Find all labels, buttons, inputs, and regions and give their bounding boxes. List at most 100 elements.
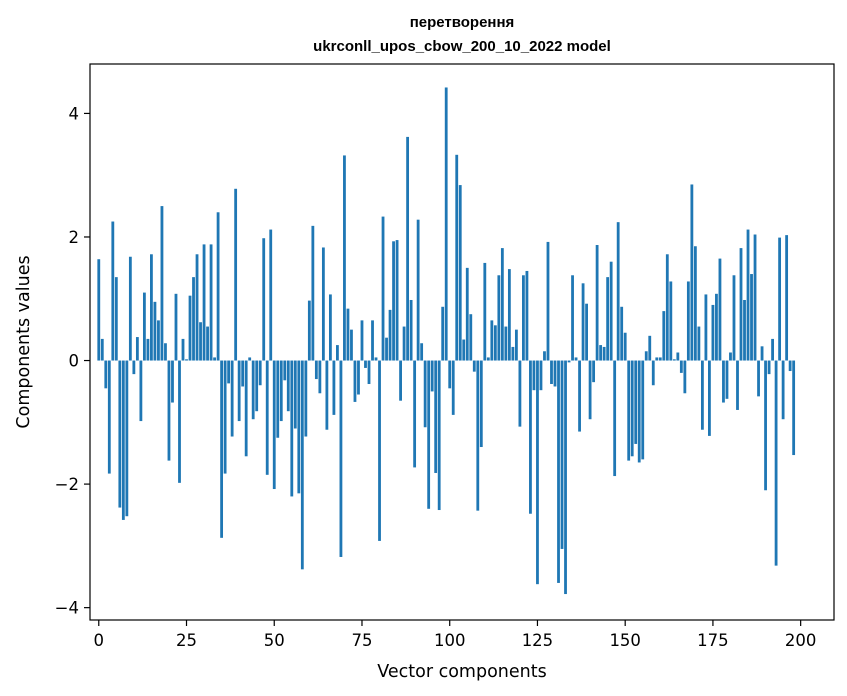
bar-component-171 — [697, 326, 701, 361]
x-tick-label-200: 200 — [785, 631, 817, 650]
bar-component-99 — [444, 87, 448, 361]
bar-component-6 — [118, 360, 122, 508]
bar-component-60 — [307, 300, 311, 361]
bar-component-92 — [420, 343, 424, 361]
bar-component-57 — [297, 360, 301, 494]
bar-component-23 — [178, 360, 181, 483]
bar-component-119 — [514, 329, 518, 361]
bar-component-125 — [536, 360, 539, 585]
bar-component-54 — [286, 360, 290, 412]
bar-component-114 — [497, 275, 501, 361]
bar-component-78 — [371, 320, 374, 361]
bar-component-145 — [606, 277, 610, 361]
bar-component-13 — [142, 292, 146, 361]
bar-component-61 — [311, 225, 315, 361]
bar-component-25 — [185, 359, 188, 361]
bar-component-81 — [381, 216, 385, 361]
bar-component-167 — [683, 360, 687, 394]
bar-component-12 — [139, 360, 143, 422]
y-tick-label-4: 4 — [69, 104, 80, 123]
bar-component-79 — [374, 357, 378, 361]
bar-component-74 — [357, 360, 360, 395]
bar-component-192 — [771, 338, 774, 361]
bar-component-122 — [525, 270, 529, 361]
bar-component-35 — [220, 360, 224, 538]
bar-component-166 — [679, 360, 683, 373]
bar-component-97 — [437, 360, 441, 511]
bar-component-147 — [613, 360, 617, 477]
bar-component-73 — [353, 360, 357, 402]
bar-component-43 — [248, 357, 252, 361]
bar-component-106 — [469, 314, 473, 361]
bar-component-68 — [336, 345, 339, 361]
bar-component-158 — [651, 360, 655, 386]
bar-component-86 — [399, 360, 402, 401]
bar-component-197 — [788, 360, 792, 372]
bar-component-5 — [114, 277, 118, 361]
y-axis-ticks: −4 −2 0 2 4 — [55, 104, 90, 618]
bar-component-188 — [757, 360, 760, 397]
bar-component-108 — [476, 360, 480, 511]
bar-component-27 — [192, 277, 195, 361]
bar-component-87 — [402, 326, 406, 361]
bar-component-20 — [167, 360, 171, 461]
bar-component-56 — [293, 360, 297, 429]
bar-component-133 — [564, 360, 567, 595]
bar-component-150 — [623, 332, 627, 361]
bar-component-75 — [360, 320, 364, 361]
bar-component-118 — [511, 346, 515, 361]
bar-component-36 — [223, 360, 227, 474]
bar-component-193 — [774, 360, 778, 566]
bar-component-159 — [655, 357, 659, 361]
bar-component-131 — [557, 360, 560, 583]
bar-component-9 — [128, 256, 132, 361]
plot-frame — [89, 63, 835, 621]
bar-component-198 — [792, 360, 796, 456]
bar-component-115 — [500, 248, 504, 361]
bar-component-30 — [202, 244, 206, 361]
bar-component-127 — [543, 351, 546, 361]
bar-component-135 — [571, 275, 574, 361]
bar-component-102 — [455, 154, 459, 361]
y-tick-label-0: 0 — [69, 352, 80, 371]
y-tick-label--2: −2 — [55, 475, 79, 494]
bar-component-123 — [529, 360, 532, 514]
bar-component-130 — [553, 360, 557, 387]
bar-component-34 — [216, 212, 220, 361]
y-tick-label--4: −4 — [55, 599, 79, 618]
bar-component-24 — [181, 338, 185, 361]
bar-component-111 — [486, 357, 490, 361]
bar-component-85 — [395, 240, 399, 361]
bar-component-55 — [290, 360, 294, 497]
bar-component-184 — [743, 299, 746, 361]
x-tick-label-125: 125 — [522, 631, 554, 650]
bar-component-175 — [711, 304, 715, 361]
bar-component-66 — [328, 294, 332, 361]
bar-component-187 — [753, 234, 757, 361]
bar-component-19 — [164, 343, 167, 361]
bar-component-32 — [209, 244, 213, 361]
x-axis-ticks: 0 25 50 75 100 125 150 175 200 — [94, 620, 817, 650]
bar-component-196 — [785, 235, 789, 361]
bar-component-156 — [644, 351, 648, 361]
bar-component-143 — [599, 345, 603, 361]
bar-component-93 — [423, 360, 427, 428]
bar-component-113 — [493, 325, 497, 361]
bar-component-189 — [760, 346, 764, 361]
bar-component-134 — [567, 360, 571, 363]
bar-component-109 — [479, 360, 483, 448]
x-tick-label-75: 75 — [351, 631, 372, 650]
bar-component-112 — [490, 320, 494, 361]
bar-component-50 — [272, 360, 276, 490]
bar-component-140 — [588, 360, 592, 420]
bar-component-124 — [532, 360, 536, 391]
x-tick-label-100: 100 — [434, 631, 466, 650]
bar-component-101 — [451, 360, 455, 415]
bar-component-181 — [732, 275, 736, 361]
bar-component-48 — [265, 360, 269, 475]
bar-component-141 — [592, 360, 596, 383]
bar-component-110 — [483, 262, 487, 361]
bar-component-129 — [550, 360, 553, 385]
bar-component-4 — [111, 221, 115, 361]
x-tick-label-50: 50 — [264, 631, 285, 650]
